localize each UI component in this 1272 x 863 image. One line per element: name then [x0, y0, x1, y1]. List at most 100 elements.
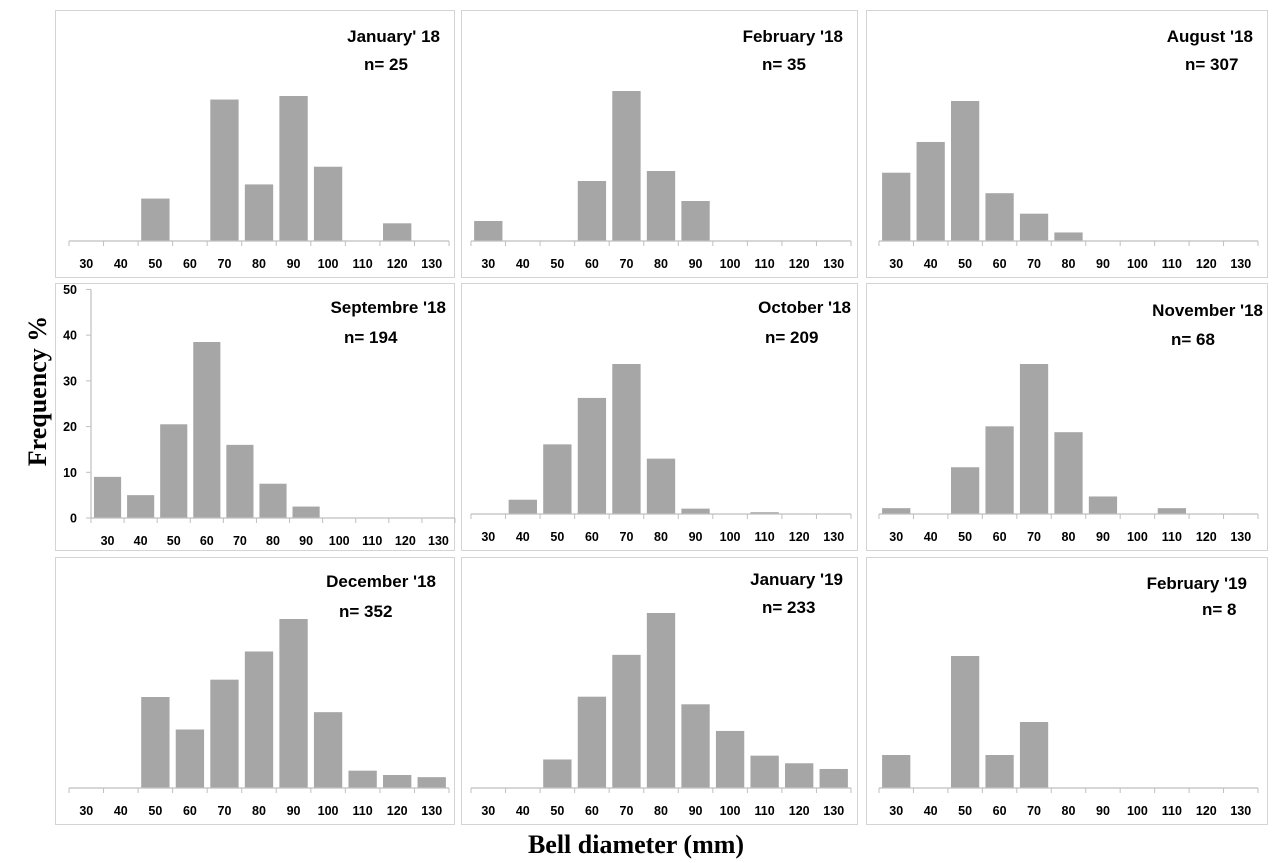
bar — [681, 508, 710, 514]
x-tick-label: 60 — [993, 530, 1007, 544]
chart-panel: 30 40 50 60 70 80 90 100 110 120 130 January '19 n= … — [461, 557, 858, 825]
x-tick-label: 30 — [79, 257, 93, 271]
bar-chart: 30 40 50 60 70 80 90 100 110 120 130 — [878, 364, 1259, 544]
x-tick-label: 100 — [1127, 530, 1148, 544]
y-tick-label: 20 — [63, 420, 77, 434]
x-tick-label: 80 — [1062, 804, 1076, 818]
y-tick-label: 10 — [63, 466, 77, 480]
panel-title: Septembre '18 — [330, 298, 446, 317]
bar-chart: 30 40 50 60 70 80 90 100 110 120 130 — [470, 613, 852, 818]
bar — [474, 221, 503, 241]
x-tick-label: 120 — [1196, 530, 1217, 544]
bar-chart: 30 40 50 60 70 80 90 100 110 120 130 0 10 20 30 40 50 — [63, 284, 456, 548]
panel-title: January' 18 — [347, 27, 440, 46]
x-tick-label: 60 — [993, 257, 1007, 271]
x-tick-label: 70 — [233, 534, 247, 548]
x-tick-label: 40 — [134, 534, 148, 548]
bar-chart: 30 40 50 60 70 80 90 100 110 120 130 — [878, 656, 1259, 818]
panel-title: December '18 — [326, 572, 436, 591]
bar — [985, 755, 1014, 788]
x-tick-label: 60 — [183, 804, 197, 818]
bar — [292, 506, 320, 518]
x-tick-label: 40 — [114, 804, 128, 818]
bar — [383, 775, 412, 788]
x-tick-label: 100 — [318, 804, 339, 818]
chart-panel: 30 40 50 60 70 80 90 100 110 120 130 December '18 n=… — [55, 557, 455, 825]
bar-chart: 30 40 50 60 70 80 90 100 110 120 130 — [878, 101, 1259, 271]
panel-sample-size: n= 209 — [765, 328, 819, 347]
x-tick-label: 80 — [266, 534, 280, 548]
x-tick-label: 50 — [167, 534, 181, 548]
x-tick-label: 100 — [720, 804, 741, 818]
x-tick-label: 30 — [481, 804, 495, 818]
x-tick-label: 50 — [148, 257, 162, 271]
bar — [916, 141, 945, 241]
bar — [681, 704, 710, 788]
x-tick-label: 30 — [481, 530, 495, 544]
panel-title: February '19 — [1146, 574, 1247, 593]
x-tick-label: 30 — [79, 804, 93, 818]
x-tick-label: 110 — [362, 534, 382, 548]
bar — [985, 193, 1014, 241]
x-tick-label: 60 — [183, 257, 197, 271]
x-tick-label: 40 — [114, 257, 128, 271]
bar — [882, 172, 911, 241]
bar — [951, 467, 980, 514]
bar — [226, 444, 254, 518]
x-tick-label: 90 — [287, 804, 301, 818]
x-tick-label: 110 — [755, 530, 775, 544]
chart-panel: 30 40 50 60 70 80 90 100 110 120 130 0 10 20 30 40 50 Sep… — [55, 283, 456, 551]
bar — [543, 444, 572, 514]
panel-title: February '18 — [742, 27, 843, 46]
x-tick-label: 40 — [516, 804, 530, 818]
x-tick-label: 70 — [1027, 530, 1041, 544]
chart-panel: 30 40 50 60 70 80 90 100 110 120 130 February '18 n=… — [461, 10, 858, 278]
x-tick-label: 70 — [1027, 804, 1041, 818]
x-tick-label: 90 — [287, 257, 301, 271]
x-tick-label: 120 — [789, 804, 810, 818]
bar — [882, 508, 911, 514]
x-tick-label: 30 — [889, 530, 903, 544]
x-tick-label: 120 — [789, 530, 810, 544]
x-tick-label: 90 — [1096, 530, 1110, 544]
bar — [785, 763, 814, 788]
bar — [313, 712, 343, 788]
bar-chart: 30 40 50 60 70 80 90 100 110 120 130 — [470, 91, 852, 271]
bar — [612, 91, 641, 241]
chart-panel: 30 40 50 60 70 80 90 100 110 120 130 January' 18 n= … — [55, 10, 455, 278]
panel-title: November '18 — [1152, 301, 1263, 320]
x-tick-label: 80 — [654, 804, 668, 818]
panel-sample-size: n= 35 — [762, 55, 806, 74]
x-tick-label: 60 — [585, 530, 599, 544]
x-tick-label: 100 — [720, 257, 741, 271]
bar — [715, 730, 745, 788]
y-tick-label: 40 — [63, 329, 77, 343]
bar — [417, 777, 446, 788]
x-tick-label: 120 — [387, 804, 408, 818]
x-tick-label: 130 — [1230, 257, 1251, 271]
bar — [577, 696, 607, 788]
x-tick-label: 110 — [353, 804, 373, 818]
bar-chart: 30 40 50 60 70 80 90 100 110 120 130 — [68, 619, 450, 818]
x-tick-label: 40 — [516, 530, 530, 544]
bar — [313, 166, 343, 241]
bar-chart: 30 40 50 60 70 80 90 100 110 120 130 — [470, 364, 852, 544]
x-tick-label: 110 — [1162, 804, 1182, 818]
x-tick-label: 60 — [585, 257, 599, 271]
panel-sample-size: n= 25 — [364, 55, 408, 74]
bar — [819, 768, 848, 788]
chart-panel: 30 40 50 60 70 80 90 100 110 120 130 August '18 n= 3… — [866, 10, 1268, 278]
bar — [681, 201, 710, 241]
bar — [1054, 232, 1083, 241]
x-tick-label: 120 — [387, 257, 408, 271]
x-tick-label: 110 — [1162, 257, 1182, 271]
x-tick-label: 100 — [1127, 804, 1148, 818]
x-tick-label: 90 — [1096, 804, 1110, 818]
panel-title: August '18 — [1166, 27, 1253, 46]
x-tick-label: 70 — [218, 257, 232, 271]
x-tick-label: 40 — [924, 530, 938, 544]
x-tick-label: 50 — [958, 530, 972, 544]
bar — [577, 397, 607, 514]
x-tick-label: 70 — [218, 804, 232, 818]
bar — [1157, 508, 1186, 514]
